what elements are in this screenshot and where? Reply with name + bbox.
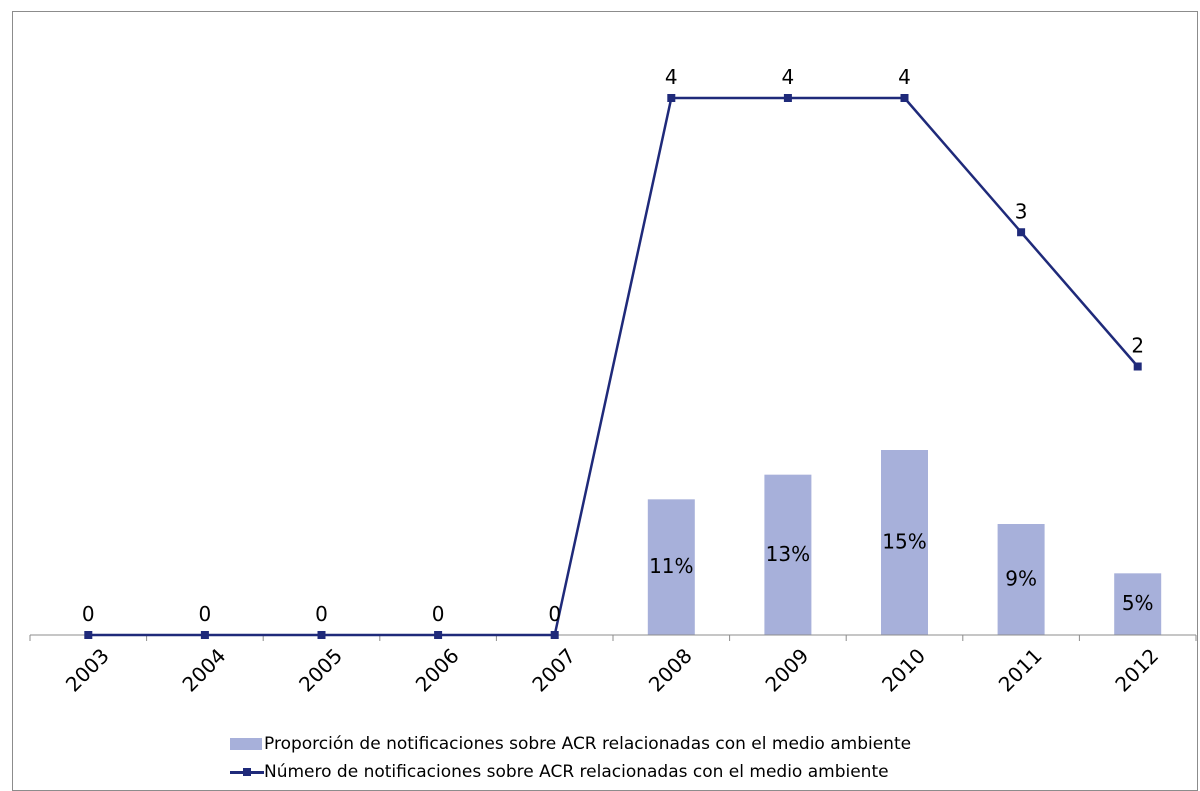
line-label-2010: 4	[898, 65, 911, 89]
line-point-2004	[200, 631, 209, 639]
legend-line-swatch	[230, 766, 264, 778]
line-point-2008	[667, 94, 676, 102]
line-point-2003	[84, 631, 93, 639]
line-series	[88, 96, 1139, 637]
bar-label-2011: 9%	[1005, 567, 1037, 591]
x-tick-label-2003: 2003	[61, 644, 114, 697]
x-tick-label-2008: 2008	[644, 644, 697, 697]
line-point-2005	[317, 631, 326, 639]
bar-label-2010: 15%	[882, 530, 926, 554]
bar-label-2008: 11%	[649, 554, 693, 578]
line-point-2006	[434, 631, 443, 639]
x-tick-label-2007: 2007	[527, 644, 580, 697]
line-label-2004: 0	[199, 602, 212, 626]
line-point-2011	[1017, 228, 1026, 237]
line-label-2012: 2	[1131, 334, 1144, 358]
line-point-2007	[550, 631, 559, 639]
bar-2010	[881, 450, 928, 635]
x-tick-label-2006: 2006	[411, 644, 464, 697]
bar-label-2009: 13%	[766, 542, 810, 566]
legend-item-line: Número de notificaciones sobre ACR relac…	[230, 758, 911, 786]
x-tick-label-2009: 2009	[760, 644, 813, 697]
line-label-2006: 0	[432, 602, 445, 626]
bar-2009	[764, 474, 812, 635]
legend: Proporción de notificaciones sobre ACR r…	[230, 730, 911, 786]
legend-label-line: Número de notificaciones sobre ACR relac…	[264, 762, 889, 782]
x-tick-label-2011: 2011	[994, 644, 1047, 697]
legend-bar-swatch	[230, 738, 262, 750]
line-point-2010	[900, 94, 909, 102]
line-point-2012	[1133, 362, 1142, 371]
line-label-2007: 0	[548, 602, 561, 626]
line-label-2003: 0	[82, 602, 95, 626]
line-label-2011: 3	[1015, 199, 1028, 223]
x-tick-label-2010: 2010	[877, 644, 930, 697]
x-tick-label-2012: 2012	[1110, 644, 1163, 697]
bar-label-2012: 5%	[1122, 591, 1154, 615]
legend-label-bars: Proporción de notificaciones sobre ACR r…	[264, 734, 912, 754]
x-tick-label-2004: 2004	[177, 644, 230, 697]
line-point-2009	[783, 94, 792, 102]
line-label-2008: 4	[665, 65, 678, 89]
x-tick-label-2005: 2005	[294, 644, 347, 697]
bar-2008	[647, 499, 695, 635]
bar-2012	[1114, 573, 1162, 635]
line-label-2009: 4	[782, 65, 795, 89]
legend-item-bars: Proporción de notificaciones sobre ACR r…	[230, 730, 911, 758]
bar-2011	[997, 524, 1045, 635]
line-label-2005: 0	[315, 602, 328, 626]
